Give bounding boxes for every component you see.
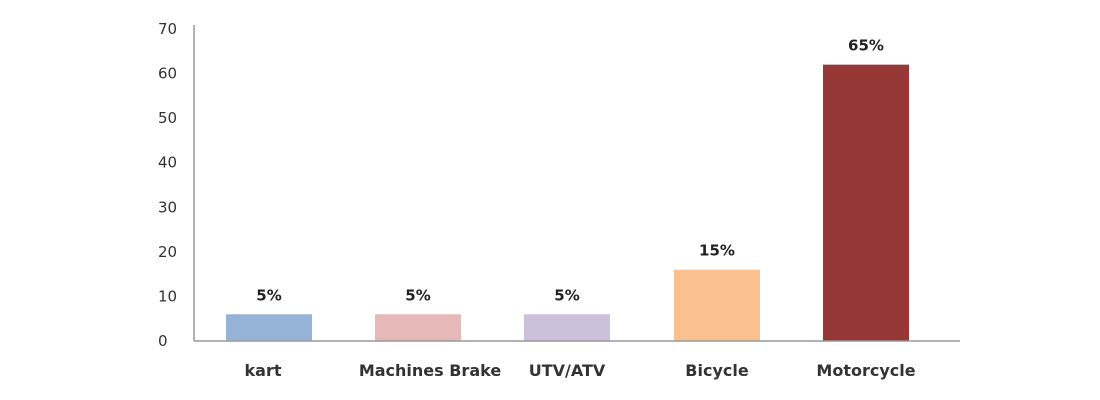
bars <box>226 64 909 342</box>
x-tick-label: Motorcycle <box>816 361 915 380</box>
x-tick-label: Bicycle <box>685 361 749 380</box>
y-tick-label: 0 <box>158 332 168 350</box>
data-label: 5% <box>554 286 579 304</box>
y-tick-label: 10 <box>158 287 177 305</box>
x-tick-label: UTV/ATV <box>529 361 606 380</box>
y-tick-label: 70 <box>158 20 177 38</box>
bar <box>375 314 461 341</box>
data-label: 15% <box>699 242 735 260</box>
bar <box>823 64 909 342</box>
y-tick-label: 20 <box>158 243 177 261</box>
y-tick-label: 50 <box>158 109 177 127</box>
bar <box>524 314 610 341</box>
data-label: 5% <box>405 286 430 304</box>
data-label: 65% <box>848 37 884 55</box>
y-tick-label: 60 <box>158 65 177 83</box>
x-tick-label: Machines Brake <box>359 361 502 380</box>
y-tick-label: 30 <box>158 198 177 216</box>
y-axis-ticks: 0 10 20 30 40 50 60 70 <box>158 20 177 350</box>
x-axis-ticks: kart Machines Brake UTV/ATV Bicycle Motorcyc… <box>245 361 916 380</box>
y-tick-label: 40 <box>158 154 177 172</box>
data-label: 5% <box>256 286 281 304</box>
bar <box>674 269 760 341</box>
data-labels: 5% 5% 5% 15% 65% <box>256 37 884 305</box>
bar <box>226 314 312 341</box>
x-tick-label: kart <box>245 361 282 380</box>
